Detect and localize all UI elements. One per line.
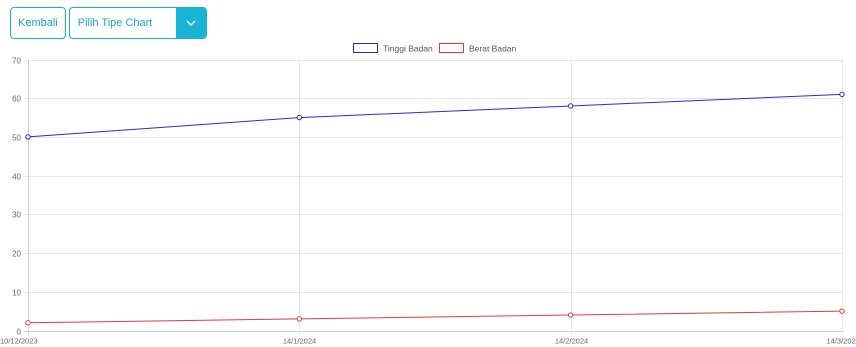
legend-label: Berat Badan bbox=[469, 44, 517, 54]
data-point bbox=[25, 320, 31, 326]
data-point bbox=[567, 312, 574, 318]
series-line bbox=[27, 310, 843, 324]
y-tick-label: 40 bbox=[12, 173, 21, 182]
y-tick-label: 30 bbox=[12, 211, 21, 220]
data-point bbox=[296, 316, 303, 322]
data-point bbox=[25, 134, 31, 140]
y-tick-label: 70 bbox=[12, 57, 21, 66]
chart-type-select-label: Pilih Tipe Chart bbox=[77, 17, 153, 29]
data-point bbox=[296, 114, 303, 121]
legend-swatch bbox=[353, 43, 378, 53]
x-tick-label: 14/2/2024 bbox=[555, 337, 588, 346]
chart-type-select[interactable]: Pilih Tipe Chart bbox=[68, 7, 207, 39]
legend-item[interactable]: Berat Badan bbox=[439, 43, 517, 54]
back-button[interactable]: Kembali bbox=[10, 7, 66, 39]
y-tick-label: 60 bbox=[12, 95, 21, 104]
data-point bbox=[567, 103, 574, 109]
chart-grid bbox=[24, 59, 843, 335]
chart-series bbox=[25, 91, 845, 326]
data-point bbox=[839, 308, 845, 314]
legend-swatch bbox=[439, 43, 464, 53]
x-tick-label: 14/1/2024 bbox=[283, 337, 316, 346]
x-tick-label: 14/3/2024 bbox=[827, 337, 856, 346]
chart-axes: 0 10 20 30 40 50 60 70 10/12/2023 14/1/2024 14/2/2… bbox=[0, 57, 856, 346]
y-tick-label: 20 bbox=[12, 250, 21, 259]
series-line bbox=[27, 93, 843, 138]
legend-item[interactable]: Tinggi Badan bbox=[353, 43, 434, 54]
y-tick-label: 0 bbox=[17, 328, 22, 337]
toolbar: Kembali Pilih Tipe Chart bbox=[10, 7, 207, 39]
x-tick-label: 10/12/2023 bbox=[0, 337, 38, 346]
y-tick-label: 50 bbox=[12, 134, 21, 143]
chevron-down-icon[interactable] bbox=[175, 8, 206, 38]
legend-label: Tinggi Badan bbox=[383, 44, 433, 54]
data-point bbox=[839, 91, 845, 98]
chart-legend[interactable]: Tinggi Badan Berat Badan bbox=[353, 43, 517, 54]
y-tick-label: 10 bbox=[12, 289, 21, 298]
